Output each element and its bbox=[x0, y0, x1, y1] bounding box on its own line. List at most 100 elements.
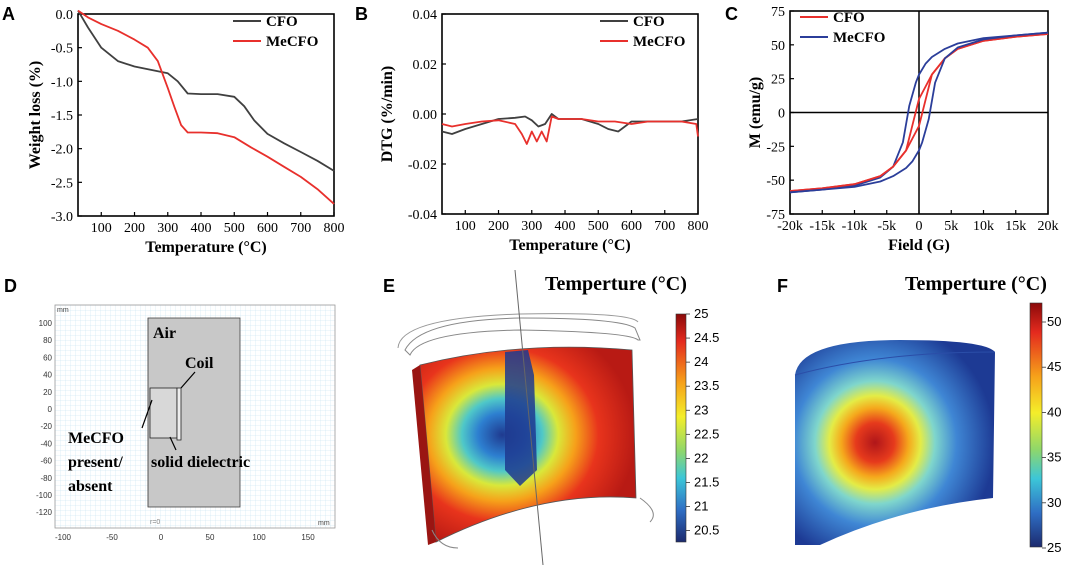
x-tick-label-c: 20k bbox=[1038, 219, 1059, 234]
d-y-tick-label: 20 bbox=[43, 388, 52, 397]
y-tick-label-a: -2.0 bbox=[51, 143, 73, 158]
absent-label: absent bbox=[68, 478, 113, 495]
panel-e-temperature: Temperture (°C) 25 24.5 24 23.5 23 22.5 22 21.5… bbox=[397, 269, 719, 566]
coil-leader bbox=[180, 371, 196, 389]
x-tick-label-c: 0 bbox=[916, 219, 923, 234]
y-tick-label-c: -50 bbox=[766, 174, 785, 189]
x-axis-label-c: Field (G) bbox=[888, 237, 950, 254]
cb-f-tick-label: 40 bbox=[1047, 404, 1061, 419]
y-tick-label-a: -2.5 bbox=[51, 176, 73, 191]
panel-f-temperature: Temperture (°C) 50 45 40 35 30 25 bbox=[794, 273, 1061, 555]
y-axis-label-c: M (emu/g) bbox=[747, 77, 764, 149]
panel-d-schematic: 100 80 60 40 20 0 -20 -40 -60 -80 -100 -120 -100 -50 0… bbox=[36, 304, 336, 542]
y-tick-label-b: -0.02 bbox=[408, 158, 437, 173]
legend-label-c: CFO bbox=[833, 10, 865, 26]
d-x-tick-label: -50 bbox=[106, 533, 118, 542]
d-y-tick-label: 100 bbox=[39, 319, 53, 328]
series-line-b-cfo bbox=[441, 113, 699, 135]
panel-label-c: C bbox=[725, 4, 738, 24]
cb-e-tick-label: 24.5 bbox=[694, 330, 719, 345]
d-unit-x: mm bbox=[318, 520, 330, 527]
panel-d-ticks: 100 80 60 40 20 0 -20 -40 -60 -80 -100 -120 -100 -50 0… bbox=[36, 319, 315, 542]
legend-label-a: CFO bbox=[266, 14, 298, 30]
colorbar-e bbox=[675, 313, 687, 543]
d-x-tick-label: 100 bbox=[252, 533, 266, 542]
legend-label-a: MeCFO bbox=[266, 34, 318, 50]
air-outline-top bbox=[404, 317, 641, 356]
dielectric-leader bbox=[169, 436, 177, 451]
colorbar-f-ticks: 50 45 40 35 30 25 bbox=[1042, 314, 1061, 555]
x-axis-label-a: Temperature (°C) bbox=[145, 239, 266, 256]
cb-e-tick-label: 23.5 bbox=[694, 378, 719, 393]
x-tick-label-c: -20k bbox=[777, 219, 803, 234]
d-x-tick-label: -100 bbox=[55, 533, 72, 542]
coil-region bbox=[176, 387, 182, 441]
x-tick-label-a: 600 bbox=[257, 221, 278, 236]
cb-f-tick-label: 45 bbox=[1047, 359, 1061, 374]
legend-label-b: MeCFO bbox=[633, 34, 685, 50]
x-tick-label-a: 200 bbox=[124, 221, 145, 236]
y-tick-label-a: 0.0 bbox=[56, 8, 74, 23]
cb-f-tick-label: 25 bbox=[1047, 540, 1061, 555]
mecfo-label: MeCFO bbox=[68, 430, 124, 447]
panel-label-d: D bbox=[4, 276, 17, 296]
x-tick-label-c: 5k bbox=[944, 219, 958, 234]
d-y-tick-label: 80 bbox=[43, 336, 52, 345]
d-y-tick-label: -20 bbox=[40, 422, 52, 431]
d-unit-y: mm bbox=[57, 307, 69, 314]
cb-e-tick-label: 20.5 bbox=[694, 523, 719, 538]
y-tick-label-c: 0 bbox=[778, 107, 785, 122]
cb-e-tick-label: 21 bbox=[694, 499, 708, 514]
d-y-tick-label: -120 bbox=[36, 508, 53, 517]
chart-panel-a: 100 200 300 400 500 600 700 800 0.0 -0.5 -1.0 -1.5 -… bbox=[27, 8, 345, 256]
probe-cavity-e bbox=[505, 350, 537, 486]
panel-e-title: Temperture (°C) bbox=[545, 273, 687, 295]
x-tick-label-b: 800 bbox=[688, 219, 709, 234]
series-line-c-mecfo-return bbox=[789, 31, 1049, 194]
x-tick-label-b: 300 bbox=[521, 219, 542, 234]
x-tick-label-b: 600 bbox=[621, 219, 642, 234]
y-tick-label-c: -75 bbox=[766, 208, 785, 223]
x-tick-label-b: 200 bbox=[488, 219, 509, 234]
coil-label: Coil bbox=[185, 355, 214, 372]
d-x-tick-label: 150 bbox=[301, 533, 315, 542]
series-line-c-mecfo bbox=[789, 31, 1049, 194]
series-line-c-cfo-return bbox=[789, 33, 1049, 192]
x-tick-label-c: 15k bbox=[1005, 219, 1026, 234]
y-tick-label-b: 0.02 bbox=[413, 58, 438, 73]
panel-f-title: Temperture (°C) bbox=[905, 273, 1047, 295]
d-y-tick-label: -80 bbox=[40, 474, 52, 483]
d-y-tick-label: -40 bbox=[40, 439, 52, 448]
colorbar-f bbox=[1029, 302, 1043, 548]
y-tick-label-b: 0.00 bbox=[413, 108, 438, 123]
y-tick-label-c: -25 bbox=[766, 140, 785, 155]
d-y-tick-label: -60 bbox=[40, 457, 52, 466]
d-x-tick-label: 0 bbox=[159, 533, 164, 542]
d-x-tick-label: 50 bbox=[206, 533, 215, 542]
dielectric-region bbox=[149, 387, 178, 439]
y-tick-label-a: -3.0 bbox=[51, 210, 73, 225]
mecfo-leader bbox=[141, 399, 153, 429]
y-tick-label-c: 50 bbox=[771, 39, 785, 54]
d-y-tick-label: 0 bbox=[48, 405, 53, 414]
sample-body-f bbox=[795, 340, 995, 545]
d-y-tick-label: -100 bbox=[36, 491, 53, 500]
panel-label-e: E bbox=[383, 276, 395, 296]
series-line-a-mecfo bbox=[77, 9, 335, 205]
chart-panel-b: 100 200 300 400 500 600 700 800 0.04 0.02 0.00 -0.0… bbox=[379, 8, 709, 254]
x-tick-label-c: -15k bbox=[809, 219, 835, 234]
legend-label-c: MeCFO bbox=[833, 30, 885, 46]
series-line-a-cfo bbox=[77, 10, 335, 172]
x-tick-label-b: 700 bbox=[654, 219, 675, 234]
x-tick-label-c: 10k bbox=[973, 219, 994, 234]
cb-f-tick-label: 35 bbox=[1047, 450, 1061, 465]
cb-e-tick-label: 22 bbox=[694, 450, 708, 465]
y-tick-label-a: -0.5 bbox=[51, 42, 73, 57]
panel-label-b: B bbox=[355, 4, 368, 24]
d-axis-marker: r=0 bbox=[150, 519, 160, 526]
y-axis-label-a: Weight loss (%) bbox=[27, 61, 44, 169]
cb-e-tick-label: 24 bbox=[694, 354, 708, 369]
x-tick-label-a: 800 bbox=[324, 221, 345, 236]
x-tick-label-a: 100 bbox=[91, 221, 112, 236]
